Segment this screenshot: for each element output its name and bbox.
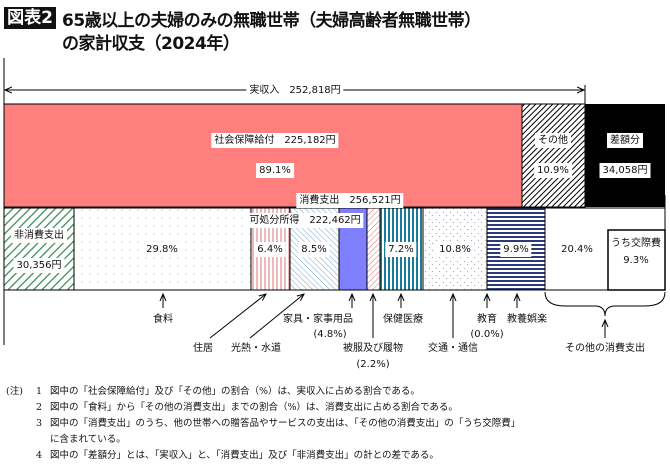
nonconsumption-value: 30,356円: [13, 258, 65, 273]
difference-value: 34,058円: [599, 163, 651, 178]
housing-pct: 6.4%: [254, 242, 286, 257]
education-label: 教育: [477, 314, 497, 325]
note-4: 4 図中の「差額分」とは、「実収入」と、「消費支出」及び「非消費支出」の計との差で…: [36, 450, 439, 461]
food-pct: 29.8%: [143, 242, 181, 257]
title-line2: の家計収支（2024年）: [62, 34, 240, 54]
note-3: 3 図中の「消費支出」のうち、他の世帯への贈答品やサービスの支出は、「その他の消費…: [36, 418, 521, 429]
consumption-total-label: 消費支出 256,521円: [296, 193, 404, 208]
difference-label: 差額分: [607, 133, 643, 148]
utilities-label: 光熱・水道: [231, 343, 281, 354]
social-security-pct: 89.1%: [256, 163, 294, 178]
social-expense-pct: 9.3%: [623, 255, 649, 266]
transport-pct: 10.8%: [436, 242, 474, 257]
figure-tag: 図表2: [4, 7, 56, 29]
note-3-cont: に含まれている。: [50, 434, 126, 445]
recreation-pct: 9.9%: [500, 242, 532, 257]
nonconsumption-label: 非消費支出: [11, 228, 67, 243]
food-label: 食料: [153, 314, 173, 325]
notes: (注) 1 図中の「社会保障給付」及び「その他」の割合（%）は、実収入に占める割合で…: [6, 384, 520, 464]
disposable-income-label: 可処分所得 222,462円: [246, 213, 364, 228]
utilities-pct: 8.5%: [298, 242, 330, 257]
other-income-pct: 10.9%: [534, 163, 572, 178]
income-total-label: 実収入 252,818円: [246, 83, 344, 98]
clothing-pct: (2.2%): [356, 359, 390, 370]
other-consumption-pct: 20.4%: [561, 244, 593, 255]
transport-label: 交通・通信: [428, 343, 478, 354]
note-1: (注) 1 図中の「社会保障給付」及び「その他」の割合（%）は、実収入に占める割合で…: [6, 386, 420, 397]
note-2: 2 図中の「食料」から「その他の消費支出」までの割合（%）は、消費支出に占める割合…: [36, 402, 458, 413]
social-security-label: 社会保障給付 225,182円: [211, 133, 339, 148]
medical-pct: 7.2%: [385, 242, 417, 257]
medical-label: 保健医療: [383, 314, 423, 325]
social-expense-label: うち交際費: [611, 238, 661, 249]
furniture-pct: (4.8%): [313, 329, 347, 340]
other-consumption-label: その他の消費支出: [565, 343, 645, 354]
other-income-label: その他: [535, 133, 571, 148]
clothing-label: 被服及び履物: [343, 343, 403, 354]
title-line1: 65歳以上の夫婦のみの無職世帯（夫婦高齢者無職世帯）: [62, 11, 481, 31]
furniture-label: 家具・家事用品: [283, 314, 353, 325]
housing-label: 住居: [193, 343, 213, 354]
education-pct: (0.0%): [470, 329, 504, 340]
recreation-label: 教養娯楽: [507, 314, 547, 325]
